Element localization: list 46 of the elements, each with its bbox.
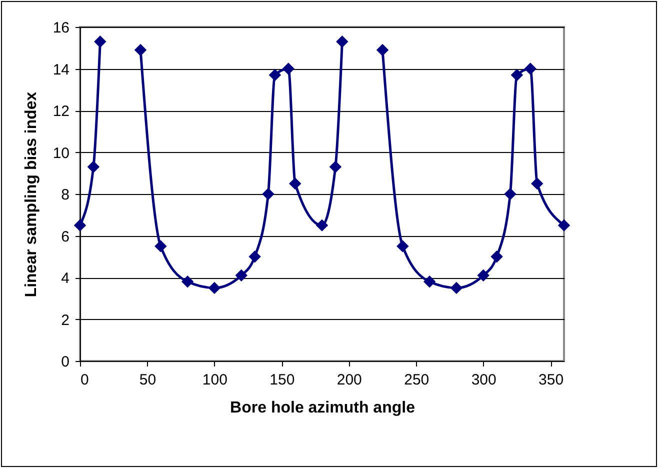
y-tick-label: 4 [61, 270, 70, 287]
point [524, 62, 537, 75]
x-tick-label: 150 [270, 372, 295, 388]
point [477, 269, 490, 282]
y-axis-title: Linear sampling bias index [22, 92, 40, 298]
point [316, 219, 328, 232]
point [510, 68, 524, 82]
x-tick-label: 200 [336, 372, 362, 388]
y-tick-label: 14 [52, 61, 70, 78]
point [329, 160, 342, 173]
point [336, 35, 348, 48]
point [94, 35, 106, 48]
point [450, 282, 463, 294]
y-tick-label: 2 [61, 312, 70, 329]
x-axis-title: Bore hole azimuth angle [230, 400, 416, 416]
point [376, 44, 389, 56]
y-tick-label: 0 [61, 354, 70, 370]
point [134, 44, 147, 56]
y-tick-label: 10 [52, 144, 70, 162]
point [248, 250, 261, 263]
x-tick-label: 350 [538, 372, 564, 388]
point [268, 68, 282, 82]
y-tick-label: 12 [52, 103, 70, 120]
y-tick-label: 16 [52, 20, 70, 36]
point [530, 177, 544, 190]
point [504, 188, 516, 200]
x-tick-label: 50 [139, 372, 156, 388]
point [181, 276, 194, 288]
x-tick-label: 300 [471, 372, 496, 388]
point [282, 62, 295, 75]
point [262, 188, 274, 200]
point [396, 240, 409, 252]
y-tick-label: 8 [61, 186, 70, 204]
point [208, 282, 221, 294]
point [87, 160, 100, 173]
x-tick-label: 250 [404, 372, 430, 388]
point [74, 219, 86, 232]
point [288, 177, 302, 190]
point [423, 276, 436, 288]
point [558, 219, 570, 232]
y-tick-label: 6 [61, 228, 70, 246]
point [235, 269, 248, 282]
x-tick-label: 0 [80, 372, 89, 388]
x-tick-label: 100 [202, 372, 228, 388]
point [490, 250, 503, 263]
point [154, 240, 167, 252]
